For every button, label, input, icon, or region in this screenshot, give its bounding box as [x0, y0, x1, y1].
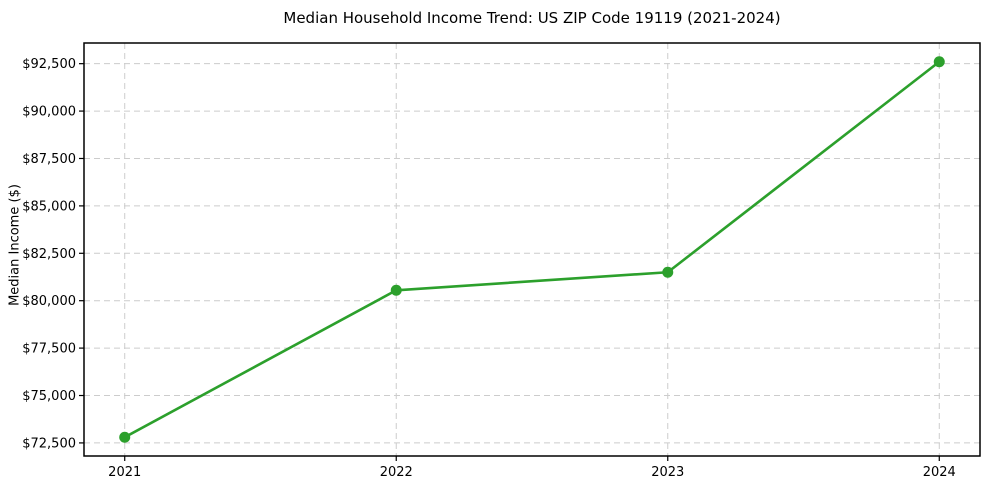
y-tick-label: $82,500 [22, 247, 76, 262]
x-tick-label: 2023 [651, 465, 684, 480]
data-point [933, 56, 945, 68]
y-tick-label: $90,000 [22, 105, 76, 120]
y-tick-label: $77,500 [22, 342, 76, 357]
data-point [662, 266, 674, 278]
series-line [123, 60, 941, 439]
y-tick-label: $72,500 [22, 436, 76, 451]
chart-title: Median Household Income Trend: US ZIP Co… [283, 9, 781, 27]
x-tick-label: 2022 [380, 465, 413, 480]
data-point [390, 284, 402, 296]
plot-border [83, 42, 981, 457]
x-tick-label: 2021 [108, 465, 141, 480]
data-point [119, 431, 131, 443]
x-tick-label: 2024 [923, 465, 956, 480]
y-tick-label: $92,500 [22, 57, 76, 72]
y-tick-label: $85,000 [22, 199, 76, 214]
y-tick-label: $87,500 [22, 152, 76, 167]
y-tick-label: $80,000 [22, 294, 76, 309]
y-tick-label: $75,000 [22, 389, 76, 404]
